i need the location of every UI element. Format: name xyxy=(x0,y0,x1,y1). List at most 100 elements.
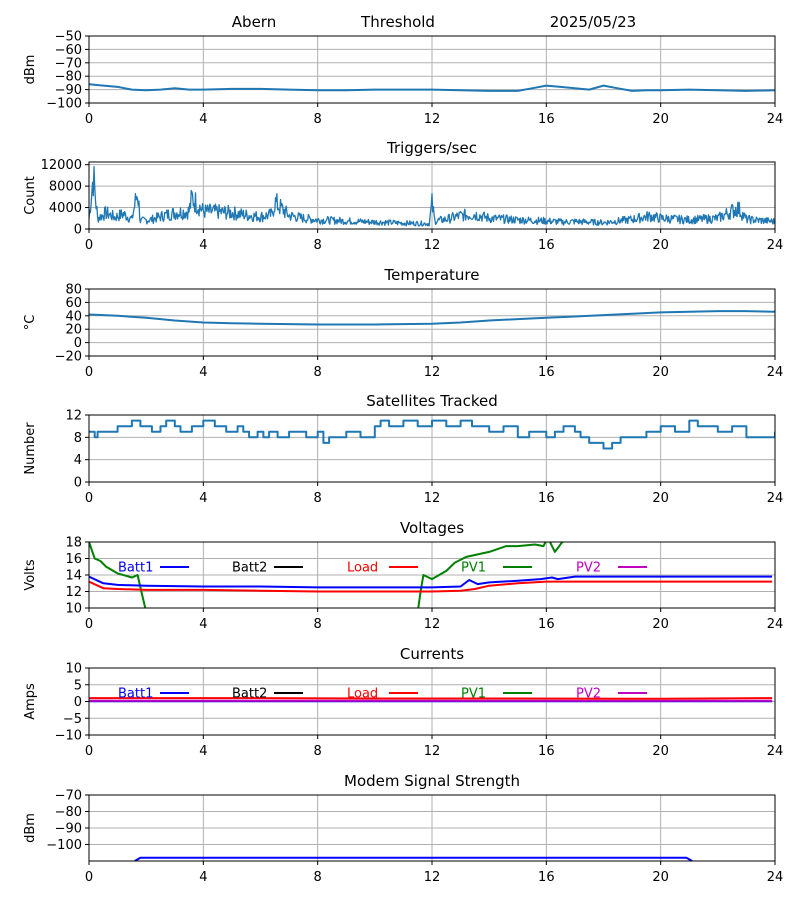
y-tick-label: 18 xyxy=(65,536,82,551)
y-tick-label: 12000 xyxy=(41,158,82,173)
y-tick-label: 8 xyxy=(74,431,82,446)
x-tick-label: 4 xyxy=(199,744,207,759)
x-tick-label: 4 xyxy=(199,238,207,253)
legend-label-batt2: Batt2 xyxy=(232,687,267,702)
chart-panel-2: Triggers/sec 0 4 8 12 16 20 24 0 4000 8000 12000Cou… xyxy=(23,139,783,253)
x-tick-label: 24 xyxy=(767,238,784,253)
y-tick-label: −80 xyxy=(55,70,82,85)
x-tick-label: 8 xyxy=(314,870,322,885)
x-tick-label: 16 xyxy=(538,617,555,632)
y-tick-label: −20 xyxy=(55,350,82,365)
x-tick-label: 8 xyxy=(314,744,322,759)
x-tick-label: 16 xyxy=(538,238,555,253)
y-tick-label: 40 xyxy=(65,309,82,324)
y-axis-label: Amps xyxy=(23,683,38,720)
x-tick-label: 24 xyxy=(767,870,784,885)
x-tick-label: 16 xyxy=(538,112,555,127)
header-date: 2025/05/23 xyxy=(550,13,636,31)
x-tick-label: 4 xyxy=(199,112,207,127)
x-tick-label: 0 xyxy=(85,365,93,380)
series-line-load xyxy=(89,580,773,593)
legend-label-batt2: Batt2 xyxy=(232,561,267,576)
plot-frame xyxy=(88,541,776,609)
chart-title: Modem Signal Strength xyxy=(344,772,520,790)
x-tick-label: 0 xyxy=(85,617,93,632)
x-tick-label: 20 xyxy=(652,744,669,759)
x-tick-label: 20 xyxy=(652,491,669,506)
y-tick-label: −10 xyxy=(55,729,82,744)
y-axis-label: dBm xyxy=(23,813,38,843)
y-tick-label: 0 xyxy=(74,336,82,351)
chart-title: Triggers/sec xyxy=(386,139,477,157)
series-line xyxy=(89,419,775,450)
x-tick-label: 12 xyxy=(424,744,441,759)
plot-frame xyxy=(88,35,776,104)
chart-panel-7: Modem Signal Strength 0 4 8 12 16 20 24 −100−90 −… xyxy=(23,772,783,885)
plot-frame xyxy=(88,794,776,862)
x-tick-label: 16 xyxy=(538,365,555,380)
x-tick-label: 12 xyxy=(424,617,441,632)
x-tick-label: 12 xyxy=(424,365,441,380)
x-tick-label: 8 xyxy=(314,365,322,380)
series-line xyxy=(89,166,775,227)
y-tick-label: 10 xyxy=(65,602,82,617)
y-axis-label: Number xyxy=(23,422,38,475)
x-tick-label: 4 xyxy=(199,365,207,380)
x-tick-label: 24 xyxy=(767,744,784,759)
plot-frame xyxy=(88,414,776,483)
y-tick-label: −90 xyxy=(55,822,82,837)
x-tick-label: 20 xyxy=(652,112,669,127)
x-tick-label: 16 xyxy=(538,491,555,506)
x-tick-label: 24 xyxy=(767,112,784,127)
chart-title: Voltages xyxy=(400,519,464,537)
x-tick-label: 24 xyxy=(767,365,784,380)
y-tick-label: −5 xyxy=(63,712,82,727)
x-tick-label: 0 xyxy=(85,112,93,127)
chart-panel-6: Currents 0 4 8 12 16 20 24 −10 −5 0 510 Amps Batt1 Bat… xyxy=(23,645,783,759)
y-tick-label: 12 xyxy=(65,409,82,424)
x-tick-label: 0 xyxy=(85,870,93,885)
y-tick-label: 8000 xyxy=(49,180,82,195)
x-tick-label: 4 xyxy=(199,617,207,632)
plot-frame xyxy=(88,667,776,736)
x-tick-label: 24 xyxy=(767,491,784,506)
x-tick-label: 0 xyxy=(85,238,93,253)
x-tick-label: 4 xyxy=(199,870,207,885)
series-line-pv1 xyxy=(89,542,564,608)
y-tick-label: 10 xyxy=(65,662,82,677)
y-tick-label: −50 xyxy=(55,30,82,45)
legend-label-pv2: PV2 xyxy=(576,687,601,702)
plot-frame xyxy=(88,288,776,357)
x-tick-label: 16 xyxy=(538,870,555,885)
chart-title: Temperature xyxy=(383,266,479,284)
y-tick-label: −60 xyxy=(55,43,82,58)
x-tick-label: 0 xyxy=(85,491,93,506)
y-tick-label: 0 xyxy=(74,695,82,710)
legend-label-pv1: PV1 xyxy=(461,687,486,702)
y-tick-label: 0 xyxy=(74,223,82,238)
x-tick-label: 8 xyxy=(314,112,322,127)
legend-label-pv2: PV2 xyxy=(576,561,601,576)
x-tick-label: 12 xyxy=(424,238,441,253)
y-tick-label: 16 xyxy=(65,552,82,567)
y-axis-label: °C xyxy=(23,315,38,331)
legend-label-batt1: Batt1 xyxy=(118,561,153,576)
y-tick-label: −70 xyxy=(55,56,82,71)
y-tick-label: 20 xyxy=(65,323,82,338)
y-tick-label: 4000 xyxy=(49,201,82,216)
y-tick-label: 0 xyxy=(74,476,82,491)
x-tick-label: 12 xyxy=(424,112,441,127)
y-axis-label: Count xyxy=(23,176,38,215)
x-tick-label: 16 xyxy=(538,744,555,759)
x-tick-label: 8 xyxy=(314,238,322,253)
y-tick-label: 60 xyxy=(65,296,82,311)
y-tick-label: −100 xyxy=(46,838,82,853)
chart-panel-4: Satellites Tracked 0 4 8 12 16 20 24 0 4 8 12 Number xyxy=(23,392,783,506)
y-tick-label: −70 xyxy=(55,789,82,804)
x-tick-label: 4 xyxy=(199,491,207,506)
x-tick-label: 8 xyxy=(314,617,322,632)
y-tick-label: −80 xyxy=(55,805,82,820)
